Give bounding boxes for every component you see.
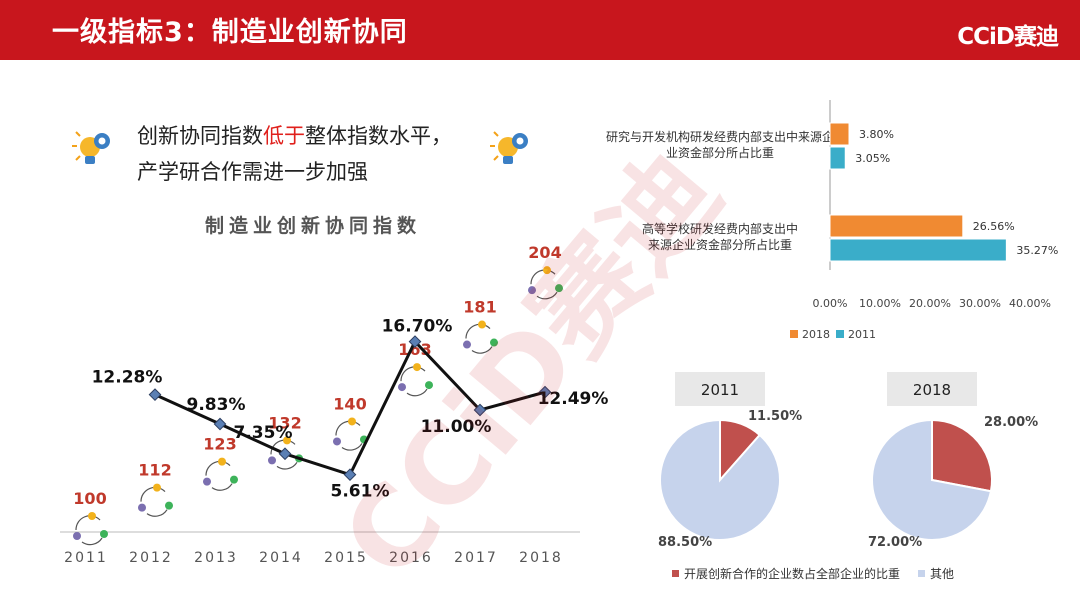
pie-slice-label: 28.00% [984, 415, 1038, 430]
data-label: 11.00% [421, 417, 492, 437]
x-tick-label: 2012 [129, 550, 173, 566]
headline: 创新协同指数低于整体指数水平， 产学研合作需进一步加强 [137, 118, 452, 190]
x-tick-label: 2015 [324, 550, 368, 566]
bar-value-label: 3.80% [859, 128, 894, 141]
value-labels-group: 12.28% 9.83% 7.35% 5.61% 16.70% 11.00% 12.49% [92, 317, 609, 502]
data-label: 9.83% [187, 395, 246, 415]
rank-label: 123 [203, 435, 236, 454]
x-tick-label: 2018 [519, 550, 563, 566]
header-bar: 一级指标3：制造业创新协同 CCiD赛迪 [0, 0, 1080, 60]
bars-group [829, 122, 1007, 262]
legend-swatch [918, 570, 925, 577]
data-point [343, 468, 357, 482]
pie-title: 2011 [701, 381, 739, 399]
rank-label: 112 [138, 461, 171, 480]
pie-chart-2018: 2018 28.00% 72.00% [868, 372, 1038, 550]
bar-x-tick: 0.00% [813, 297, 848, 310]
pie-title-box [887, 372, 977, 406]
rank-label: 132 [268, 413, 301, 432]
marks-group [148, 335, 552, 482]
x-tick-label: 2016 [389, 550, 433, 566]
pie-slice [659, 418, 781, 541]
rank-label: 181 [463, 298, 496, 317]
headline-post: 整体指数水平， [305, 124, 452, 148]
data-point [538, 385, 552, 399]
rank-label: 140 [333, 394, 366, 413]
pie-slice-label: 72.00% [868, 535, 922, 550]
x-tick-label: 2014 [259, 550, 303, 566]
x-tick-label: 2017 [454, 550, 498, 566]
rank-group: 100 112 123 132 140 163 181 204 [73, 243, 563, 546]
data-point [148, 388, 162, 402]
data-point [213, 417, 227, 431]
headline-line-2: 产学研合作需进一步加强 [137, 160, 368, 184]
headline-highlight: 低于 [263, 124, 305, 148]
pie-slice [931, 418, 993, 493]
cycle-icon [463, 320, 498, 354]
x-tick-label: 2013 [194, 550, 238, 566]
bar [829, 238, 1007, 262]
bar-value-labels: 3.80% 26.56% 3.05% 35.27% [855, 128, 1058, 257]
legend-swatch [790, 330, 798, 338]
bar-chart: 研究与开发机构研发经费内部支出中来源企业资金部分所占比重高等学校研发经费内部支出… [606, 100, 1058, 341]
bar-category-label: 研究与开发机构研发经费内部支出中来源企业资金部分所占比重 [606, 129, 834, 160]
bar-x-ticks: 0.00% 10.00% 20.00% 30.00% 40.00% [813, 297, 1051, 310]
bar [829, 214, 964, 238]
legend-label: 2011 [848, 328, 876, 341]
x-tick-label: 2011 [64, 550, 108, 566]
data-point [473, 403, 487, 417]
bar [829, 146, 846, 170]
data-label: 12.28% [92, 368, 163, 388]
x-ticks-group: 2011 2012 2013 2014 2015 2016 2017 2018 [64, 550, 563, 566]
data-label: 12.49% [538, 389, 609, 409]
bar-category-label: 高等学校研发经费内部支出中来源企业资金部分所占比重 [642, 221, 798, 252]
pie-slice-label: 88.50% [658, 535, 712, 550]
cycle-icon [138, 483, 173, 517]
rank-label: 163 [398, 340, 431, 359]
bar-x-tick: 10.00% [859, 297, 901, 310]
headline-line-1: 创新协同指数低于整体指数水平， [137, 118, 452, 154]
rank-label: 204 [528, 243, 561, 262]
legend-label: 开展创新合作的企业数占全部企业的比重 [684, 566, 900, 581]
data-label: 5.61% [331, 482, 390, 502]
legend-swatch [836, 330, 844, 338]
cycle-icon [398, 363, 433, 397]
headline-pre: 创新协同指数 [137, 124, 263, 148]
bar-x-tick: 20.00% [909, 297, 951, 310]
pie-title: 2018 [913, 381, 951, 399]
bar-category-labels: 研究与开发机构研发经费内部支出中来源企业资金部分所占比重高等学校研发经费内部支出… [606, 129, 834, 252]
cycle-icon [528, 266, 563, 300]
rank-label: 100 [73, 489, 106, 508]
bar-x-tick: 40.00% [1009, 297, 1051, 310]
pie-slice [871, 418, 993, 541]
cycle-icon [203, 457, 238, 491]
legend-swatch [672, 570, 679, 577]
pie-charts: 2011 11.50% 88.50% 2018 28.00% 72.00% 开展创新合作… [658, 372, 1038, 581]
bar-value-label: 35.27% [1016, 244, 1058, 257]
data-point [278, 447, 292, 461]
pie-slice-label: 11.50% [748, 409, 802, 424]
line-chart-title: 制造业创新协同指数 [205, 215, 422, 237]
brand-logo: CCiD赛迪 [957, 24, 1059, 50]
lightbulb-gear-icon [490, 131, 528, 164]
cycle-icon [333, 417, 368, 451]
pie-chart-2011: 2011 11.50% 88.50% [658, 372, 802, 550]
page-title: 一级指标3：制造业创新协同 [52, 17, 408, 48]
legend-label: 2018 [802, 328, 830, 341]
cycle-icon [73, 512, 108, 546]
legend-label: 其他 [930, 567, 954, 581]
data-label: 16.70% [382, 317, 453, 337]
data-point [408, 335, 422, 348]
bar [829, 122, 850, 146]
line-chart: 100 112 123 132 140 163 181 204 12.28% 9.83% 7.35… [60, 243, 609, 566]
pie-legend: 开展创新合作的企业数占全部企业的比重 其他 [672, 566, 954, 581]
bar-value-label: 26.56% [973, 220, 1015, 233]
data-label: 7.35% [234, 423, 293, 443]
lightbulb-gear-icon [72, 131, 110, 164]
bar-value-label: 3.05% [855, 152, 890, 165]
pie-title-box [675, 372, 765, 406]
bar-x-tick: 30.00% [959, 297, 1001, 310]
bar-legend: 2018 2011 [790, 328, 876, 341]
